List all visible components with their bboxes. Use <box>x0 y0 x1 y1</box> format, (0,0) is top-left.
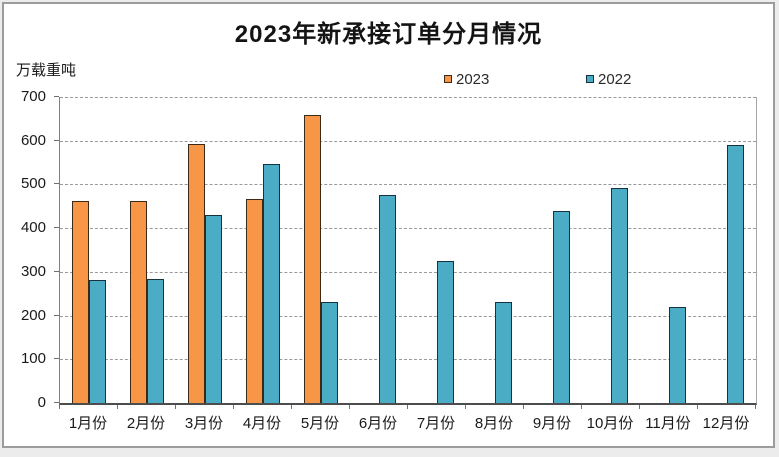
x-axis-label-5月份: 5月份 <box>300 415 340 432</box>
y-axis-tick <box>54 227 59 229</box>
legend-item-2022: 2022 <box>586 70 631 88</box>
x-axis-tick <box>639 405 640 409</box>
y-axis-unit-label: 万载重吨 <box>16 62 77 79</box>
y-axis-tick <box>54 314 59 316</box>
y-axis-tick <box>54 183 59 185</box>
x-axis-tick <box>581 405 582 409</box>
bar-2022-3月份 <box>205 215 222 403</box>
bar-group-12月份 <box>698 97 756 403</box>
bar-2022-10月份 <box>611 187 628 403</box>
legend-swatch-2023-icon <box>444 75 452 83</box>
bar-group-7月份 <box>408 97 466 403</box>
x-axis-tick <box>233 405 234 409</box>
x-axis-tick <box>349 405 350 409</box>
x-axis-label-6月份: 6月份 <box>358 415 398 432</box>
gridline-600 <box>60 140 756 142</box>
bar-2022-8月份 <box>495 301 512 403</box>
y-axis-tick-label: 100 <box>20 350 46 368</box>
x-axis-tick <box>291 405 292 409</box>
y-axis-tick-label: 700 <box>20 88 46 105</box>
bar-2022-2月份 <box>147 279 164 403</box>
x-axis-tick <box>523 405 524 409</box>
x-axis-tick <box>407 405 408 409</box>
bar-group-3月份 <box>176 97 234 403</box>
bar-group-6月份 <box>350 97 408 403</box>
bar-group-1月份 <box>60 97 118 403</box>
y-axis-tick-label: 600 <box>20 131 46 149</box>
y-axis-tick-label: 500 <box>20 175 46 193</box>
bar-2022-7月份 <box>437 260 454 403</box>
bar-2022-12月份 <box>727 144 744 403</box>
x-axis-label-8月份: 8月份 <box>474 415 514 432</box>
gridline-500 <box>60 184 756 186</box>
gridline-200 <box>60 315 756 317</box>
x-axis-tick <box>175 405 176 409</box>
x-axis-label-9月份: 9月份 <box>532 415 572 432</box>
legend-swatch-2022-icon <box>586 75 594 83</box>
y-axis-tick <box>54 270 59 272</box>
x-axis-tick <box>755 405 756 409</box>
bar-group-4月份 <box>234 97 292 403</box>
gridline-400 <box>60 228 756 230</box>
bar-group-5月份 <box>292 97 350 403</box>
x-axis-label-2月份: 2月份 <box>126 415 166 432</box>
plot-area <box>59 97 757 405</box>
x-axis-tick <box>59 405 60 409</box>
x-axis-label-7月份: 7月份 <box>416 415 456 432</box>
bar-2022-11月份 <box>669 306 686 403</box>
gridline-100 <box>60 359 756 361</box>
bar-group-11月份 <box>640 97 698 403</box>
x-axis-tick <box>697 405 698 409</box>
bar-2023-1月份 <box>72 201 89 403</box>
y-axis-tick-label: 400 <box>20 219 46 237</box>
bar-2022-9月份 <box>553 210 570 403</box>
y-axis-tick-label: 200 <box>20 306 46 324</box>
gridline-700 <box>60 97 756 98</box>
x-axis-label-3月份: 3月份 <box>184 415 224 432</box>
x-axis-label-11月份: 11月份 <box>645 415 691 432</box>
bar-2022-6月份 <box>379 194 396 403</box>
bar-group-8月份 <box>466 97 524 403</box>
y-axis-tick <box>54 402 59 403</box>
x-axis-label-1月份: 1月份 <box>68 415 108 432</box>
bar-2022-4月份 <box>263 164 280 403</box>
x-axis-label-10月份: 10月份 <box>586 415 634 432</box>
chart-title: 2023年新承接订单分月情况 <box>234 21 543 48</box>
y-axis-tick-label: 0 <box>37 394 46 411</box>
gridline-300 <box>60 271 756 273</box>
bar-2023-2月份 <box>130 200 147 403</box>
bar-2022-1月份 <box>89 280 106 403</box>
x-axis-tick <box>117 405 118 409</box>
y-axis-tick <box>54 96 59 97</box>
bar-group-10月份 <box>582 97 640 403</box>
legend-label-2022: 2022 <box>598 70 632 88</box>
legend-label-2023: 2023 <box>456 70 490 88</box>
bar-2022-5月份 <box>321 302 338 403</box>
legend-item-2023: 2023 <box>444 70 489 88</box>
x-axis-label-12月份: 12月份 <box>702 415 750 432</box>
x-axis-label-4月份: 4月份 <box>242 415 282 432</box>
y-axis-tick <box>54 139 59 141</box>
bar-2023-3月份 <box>188 143 205 403</box>
bar-group-2月份 <box>118 97 176 403</box>
y-axis-tick <box>54 358 59 360</box>
x-axis-tick <box>465 405 466 409</box>
bar-group-9月份 <box>524 97 582 403</box>
y-axis-tick-label: 300 <box>20 262 46 280</box>
bar-2023-4月份 <box>246 198 263 403</box>
bar-2023-5月份 <box>304 115 321 403</box>
